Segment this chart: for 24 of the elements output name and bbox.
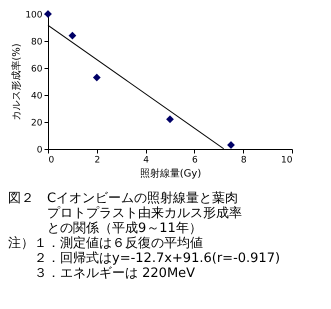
x-tick-label: 4 (143, 156, 150, 166)
y-tick-label: 100 (25, 10, 43, 20)
x-tick-label: 0 (48, 156, 54, 166)
x-tick-label: 6 (192, 156, 198, 166)
caption: 図２ Cイオンビームの照射線量と葉肉 (8, 191, 240, 206)
y-axis-title: カルス形成率(%) (10, 43, 22, 121)
x-tick-label: 2 (94, 156, 100, 166)
point (92, 74, 101, 82)
point (68, 32, 76, 40)
x-tick-label: 10 (281, 156, 293, 166)
point (227, 141, 235, 149)
point (166, 115, 174, 124)
text: ２．回帰式はy=-12.7x+91.6(r=-0.917) (33, 251, 282, 266)
text: 注）１．測定値は６反復の平均値 (8, 236, 204, 251)
text: プロトプラスト由来カルス形成率 (46, 206, 243, 221)
x-axis-title: 照射線量(Gy) (140, 168, 202, 180)
y-tick-label: 40 (31, 92, 43, 102)
y-tick-label: 80 (31, 38, 43, 48)
text: ３．エネルギーは 220MeV (33, 266, 196, 281)
y-tick-label: 60 (31, 64, 43, 74)
x-tick-label: 8 (240, 156, 247, 166)
y-tick-label: 0 (36, 146, 43, 156)
text: との関係（平成9～11年） (46, 221, 203, 236)
y-tick-label: 20 (31, 118, 43, 128)
